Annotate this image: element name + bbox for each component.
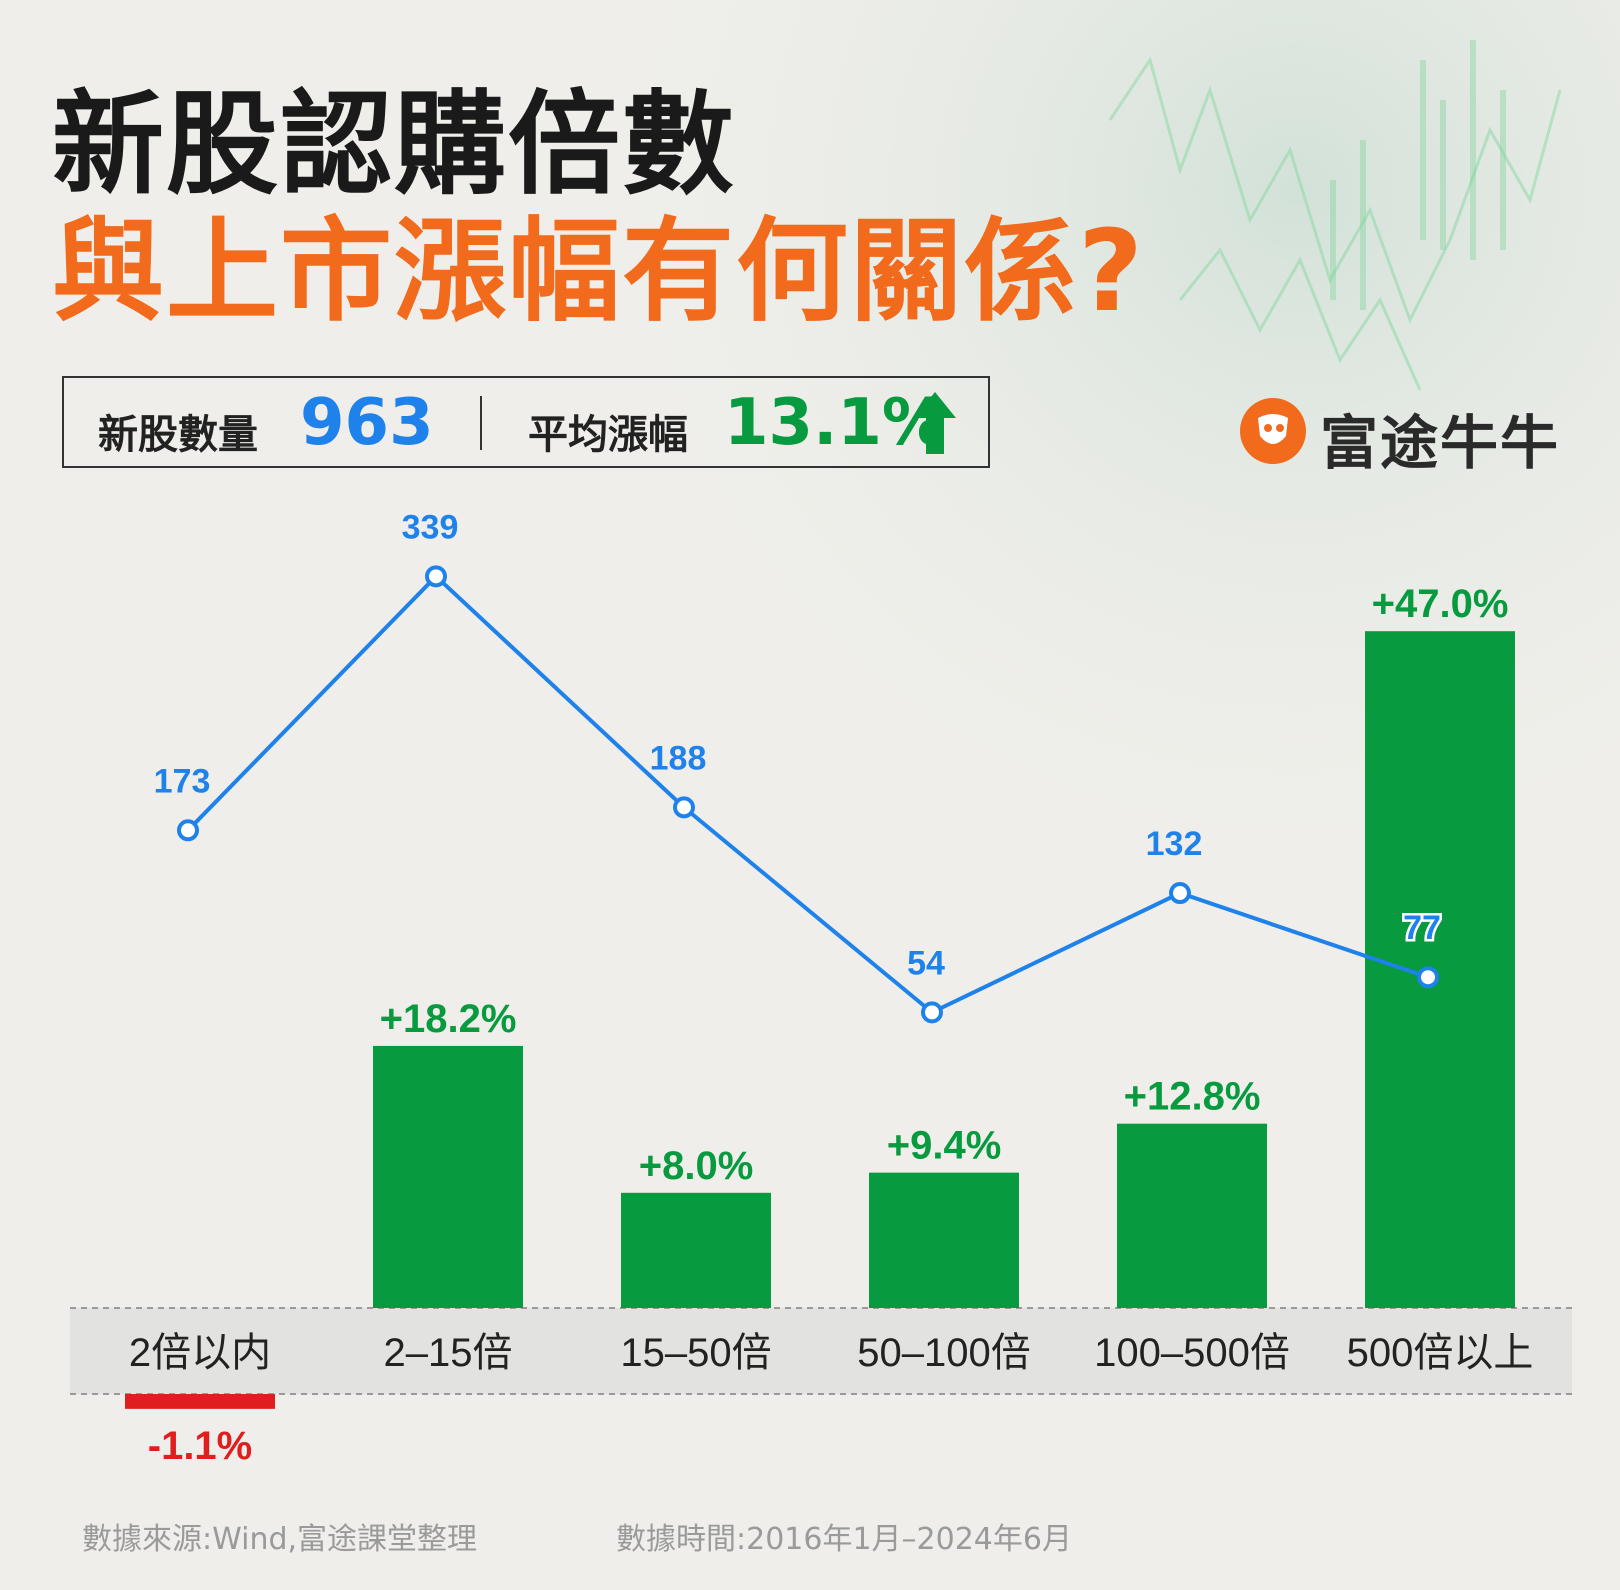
bull-logo-icon (1240, 398, 1306, 464)
bar (1365, 631, 1515, 1308)
line-point (1169, 882, 1191, 905)
bar-value-label: -1.1% (148, 1424, 253, 1468)
ipo-count-value: 963 (300, 386, 434, 460)
bar (869, 1172, 1019, 1308)
line-value-label: 188 (650, 739, 707, 777)
line-value-label: 77 (1403, 909, 1441, 947)
brand-name: 富途牛牛 (1320, 409, 1561, 477)
bar-value-label: +18.2% (380, 997, 517, 1041)
title-line-1: 新股認購倍數 (52, 80, 736, 210)
x-tick-label: 2–15倍 (384, 1331, 513, 1375)
x-tick-label: 500倍以上 (1347, 1331, 1534, 1375)
line-value-label: 54 (907, 944, 945, 982)
category-axis-band (70, 1308, 1572, 1394)
x-tick-label: 2倍以内 (129, 1331, 271, 1375)
line-point (1417, 966, 1439, 989)
data-period-note: 數據時間:2016年1月–2024年6月 (616, 1522, 1072, 1557)
bar-value-label: +12.8% (1124, 1075, 1261, 1119)
bar (125, 1394, 275, 1409)
bar-value-label: +9.4% (887, 1124, 1002, 1168)
stats-summary-box: 新股數量 963 平均漲幅 13.1% (62, 376, 990, 468)
bar (373, 1045, 523, 1308)
x-tick-label: 15–50倍 (620, 1331, 771, 1375)
up-arrow-icon (914, 392, 956, 454)
count-line (186, 574, 1429, 1015)
line-value-label: 132 (1146, 825, 1203, 863)
line-point (921, 1001, 943, 1024)
avg-gain-value: 13.1% (724, 386, 947, 460)
data-source-note: 數據來源:Wind,富途課堂整理 (82, 1522, 478, 1557)
line-value-label: 173 (154, 762, 211, 800)
avg-gain-label: 平均漲幅 (528, 412, 688, 458)
bar-value-label: +47.0% (1372, 582, 1509, 626)
x-tick-label: 100–500倍 (1094, 1331, 1290, 1375)
bar-value-label: +8.0% (639, 1144, 754, 1188)
brand-logo: 富途牛牛 (1238, 392, 1598, 477)
line-point (673, 796, 695, 819)
line-value-label: 339 (402, 508, 459, 546)
bar (621, 1192, 771, 1308)
ipo-count-label: 新股數量 (98, 412, 258, 458)
bar (1117, 1123, 1267, 1308)
title-line-2: 與上市漲幅有何關係? (52, 207, 1145, 337)
line-point (425, 565, 447, 588)
x-tick-label: 50–100倍 (857, 1331, 1030, 1375)
stats-divider (480, 396, 482, 450)
line-point (177, 819, 199, 842)
